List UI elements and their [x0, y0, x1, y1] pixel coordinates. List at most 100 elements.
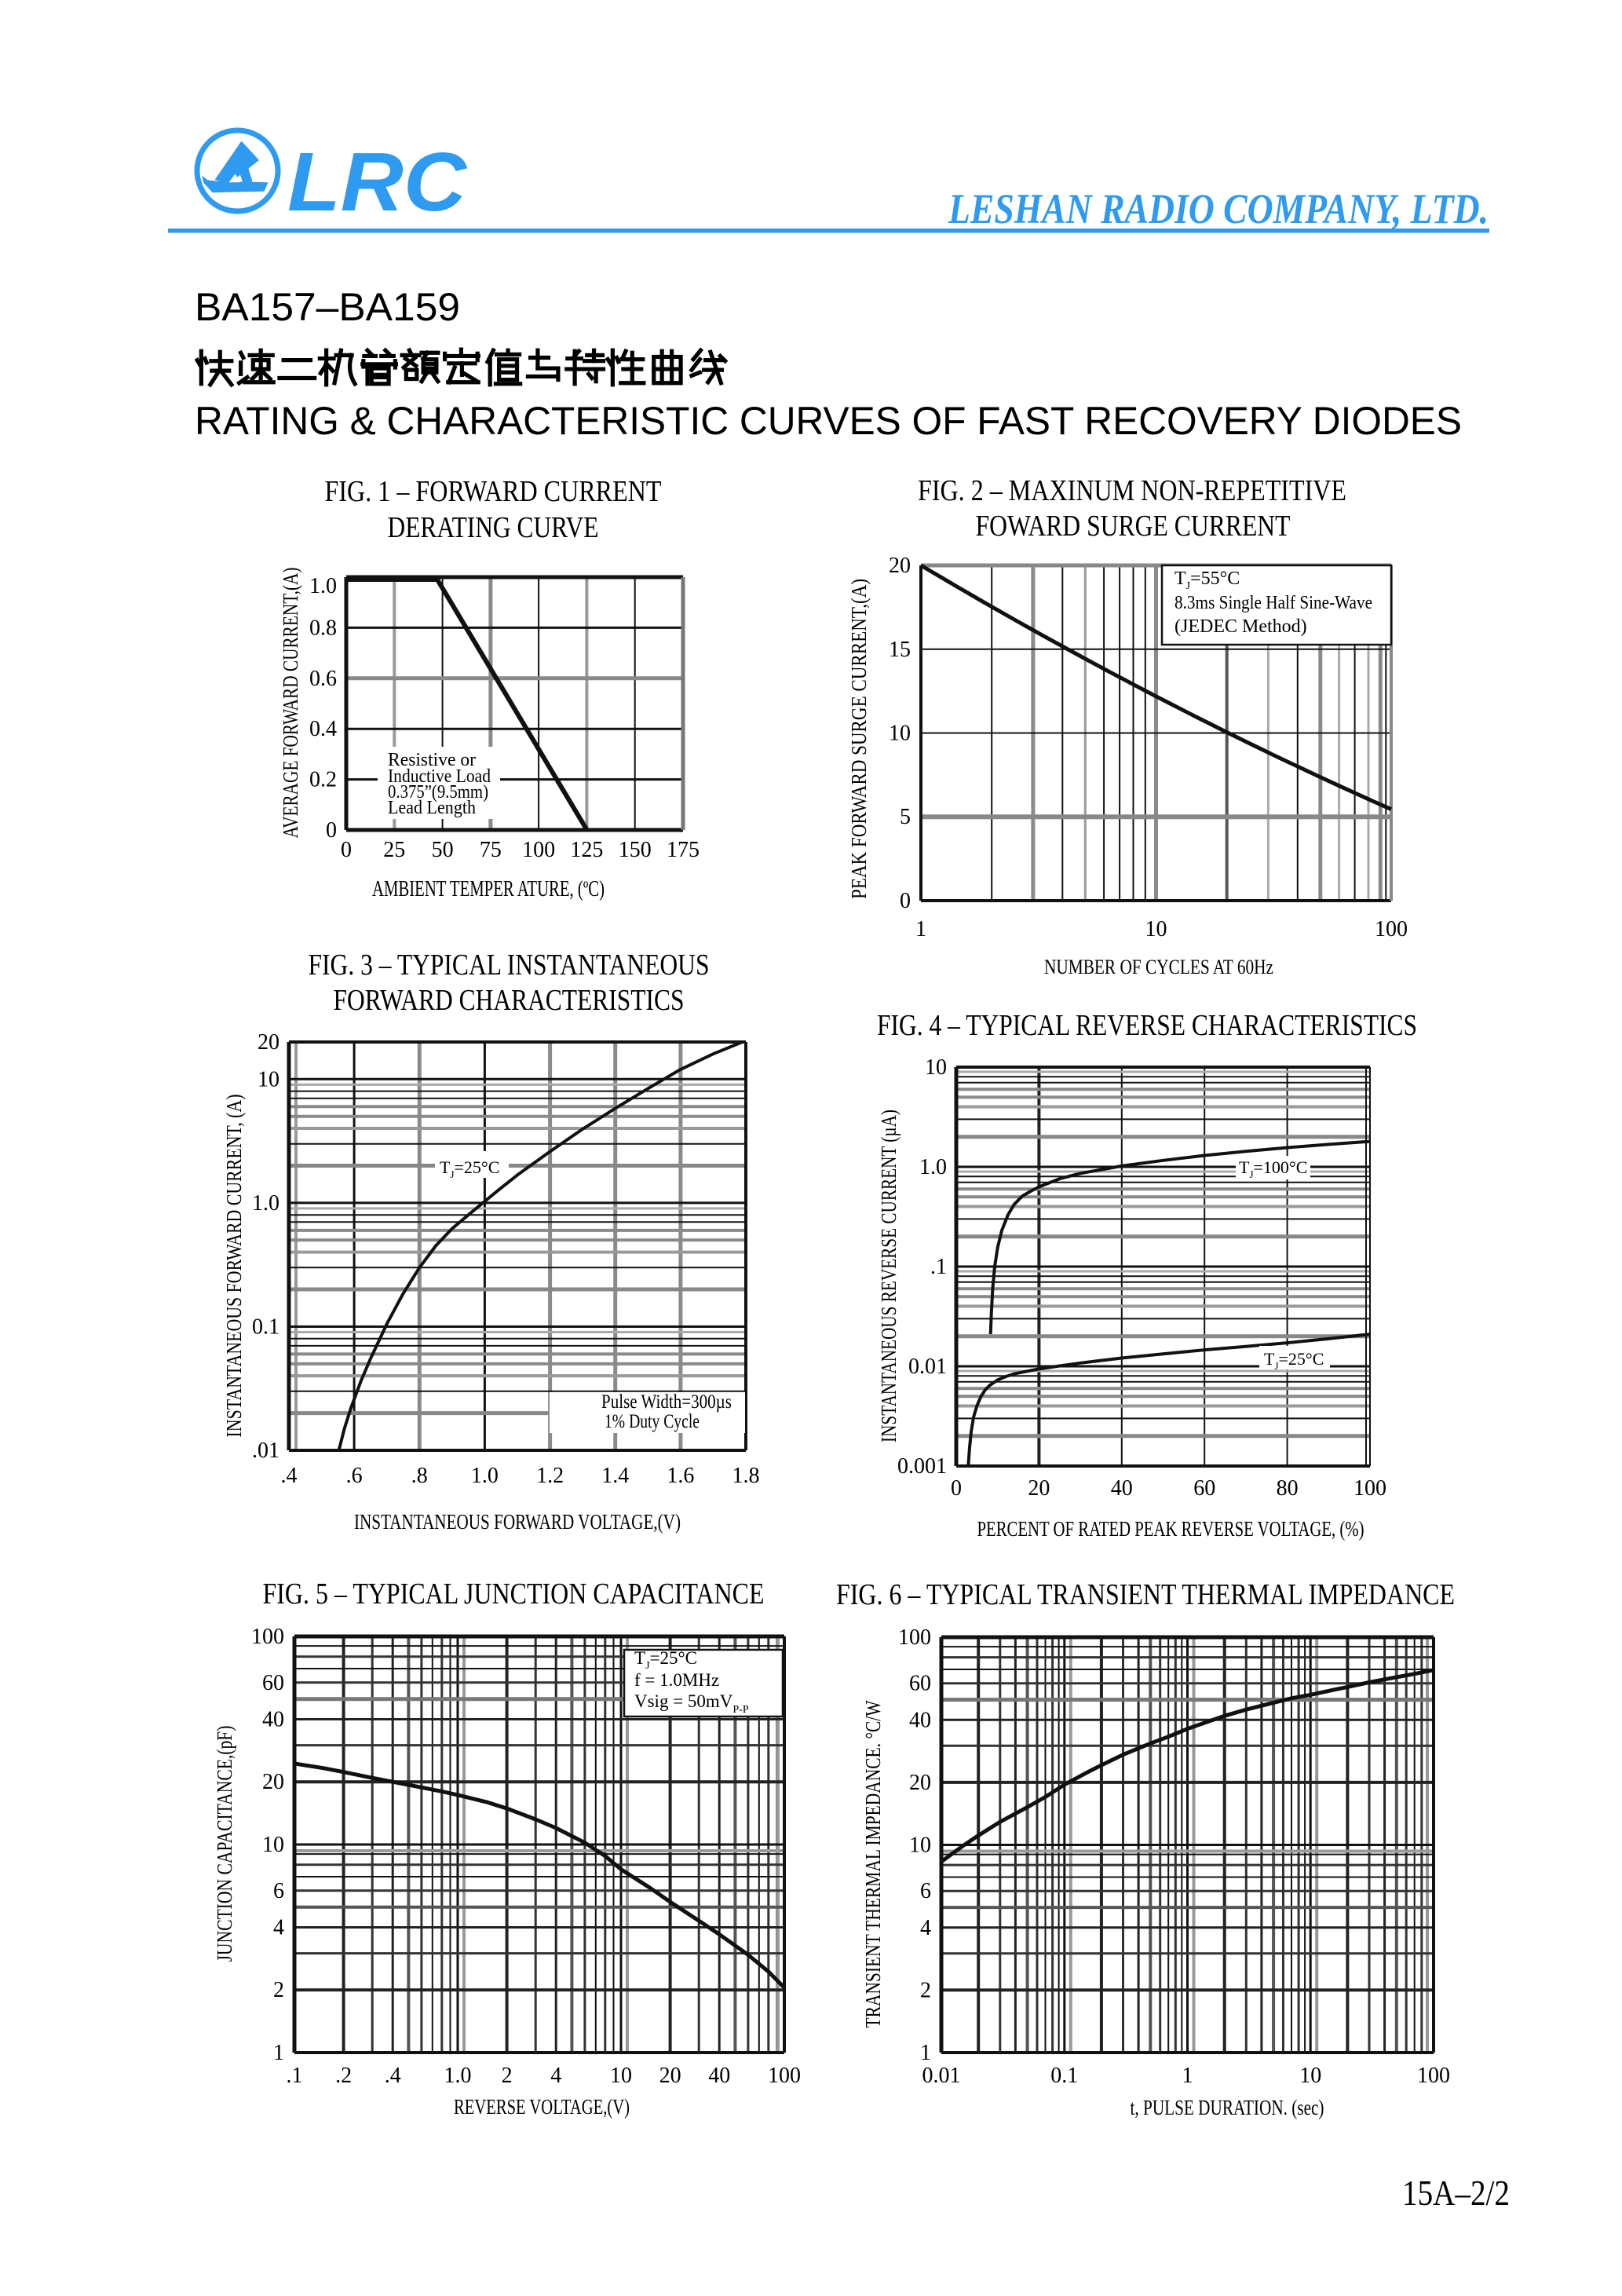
svg-text:1.4: 1.4	[601, 1464, 629, 1488]
svg-text:60: 60	[909, 1672, 931, 1696]
svg-text:150: 150	[619, 838, 652, 862]
svg-text:.8: .8	[411, 1464, 428, 1488]
svg-text:15A–2/2: 15A–2/2	[1402, 2173, 1510, 2213]
svg-text:Resistive or: Resistive or	[388, 750, 476, 770]
svg-text:0: 0	[900, 889, 911, 913]
svg-text:0.01: 0.01	[922, 2064, 961, 2088]
svg-text:50: 50	[432, 838, 454, 862]
svg-text:40: 40	[909, 1708, 931, 1732]
svg-text:LRC: LRC	[287, 136, 468, 229]
svg-text:175: 175	[667, 838, 700, 862]
svg-text:10: 10	[1145, 917, 1167, 941]
svg-text:1.0: 1.0	[444, 2064, 472, 2088]
svg-text:PERCENT OF RATED PEAK REVERSE: PERCENT OF RATED PEAK REVERSE VOLTAGE, (…	[977, 1517, 1364, 1541]
svg-text:FIG. 1 – FORWARD CURRENT: FIG. 1 – FORWARD CURRENT	[325, 475, 662, 508]
svg-text:0.1: 0.1	[1050, 2064, 1078, 2088]
svg-text:1.0: 1.0	[309, 574, 337, 598]
svg-text:40: 40	[262, 1708, 284, 1732]
svg-text:0.6: 0.6	[309, 667, 337, 691]
svg-text:0: 0	[341, 838, 352, 862]
svg-text:(JEDEC Method): (JEDEC Method)	[1174, 616, 1307, 637]
svg-text:AVERAGE FORWARD CURRENT,(A): AVERAGE FORWARD CURRENT,(A)	[279, 568, 302, 839]
svg-text:10: 10	[258, 1067, 279, 1091]
svg-text:20: 20	[889, 554, 911, 578]
svg-text:5: 5	[900, 805, 911, 829]
svg-text:100: 100	[898, 1625, 931, 1650]
svg-text:FIG. 5 – TYPICAL JUNCTION CAPA: FIG. 5 – TYPICAL JUNCTION CAPACITANCE	[263, 1578, 765, 1610]
svg-text:t, PULSE DURATION. (sec): t, PULSE DURATION. (sec)	[1131, 2096, 1324, 2119]
svg-text:f = 1.0MHz: f = 1.0MHz	[634, 1670, 719, 1690]
svg-text:.6: .6	[346, 1464, 363, 1488]
svg-text:JUNCTION CAPACITANCE,(pF): JUNCTION CAPACITANCE,(pF)	[213, 1726, 236, 1962]
svg-text:2: 2	[502, 2064, 513, 2088]
svg-text:PEAK FORWARD SURGE CURRENT,(A): PEAK FORWARD SURGE CURRENT,(A)	[847, 579, 871, 899]
svg-text:TJ=25°C: TJ=25°C	[440, 1157, 499, 1180]
svg-text:FIG. 3 – TYPICAL INSTANTANEOUS: FIG. 3 – TYPICAL INSTANTANEOUS	[309, 949, 710, 982]
svg-text:0.1: 0.1	[252, 1315, 279, 1340]
svg-text:100: 100	[768, 2064, 801, 2088]
svg-text:NUMBER OF CYCLES AT 60Hz: NUMBER OF CYCLES AT 60Hz	[1044, 956, 1273, 978]
svg-text:1.6: 1.6	[667, 1464, 694, 1488]
svg-text:0.2: 0.2	[309, 768, 337, 792]
svg-text:DERATING CURVE: DERATING CURVE	[388, 511, 599, 544]
svg-text:.01: .01	[252, 1439, 279, 1463]
svg-text:INSTANTANEOUS FORWARD CURRENT,: INSTANTANEOUS FORWARD CURRENT, (A)	[222, 1095, 246, 1438]
svg-text:.2: .2	[335, 2064, 352, 2088]
svg-text:0: 0	[951, 1476, 962, 1501]
svg-text:60: 60	[1193, 1476, 1215, 1501]
svg-text:1% Duty Cycle: 1% Duty Cycle	[605, 1411, 700, 1432]
svg-text:.4: .4	[281, 1464, 298, 1488]
svg-text:BA157–BA159: BA157–BA159	[195, 285, 460, 329]
svg-text:FIG. 2 – MAXINUM NON-REPETITIV: FIG. 2 – MAXINUM NON-REPETITIVE	[918, 474, 1346, 507]
svg-text:1: 1	[273, 2041, 284, 2065]
svg-text:40: 40	[708, 2064, 730, 2088]
svg-text:FIG. 6 – TYPICAL TRANSIENT THE: FIG. 6 – TYPICAL TRANSIENT THERMAL IMPED…	[836, 1578, 1455, 1611]
svg-text:10: 10	[610, 2064, 632, 2088]
svg-text:TRANSIENT THERMAL IMPEDANCE. °: TRANSIENT THERMAL IMPEDANCE. °C/W	[861, 1700, 885, 2027]
svg-text:0.375”(9.5mm): 0.375”(9.5mm)	[388, 782, 488, 803]
svg-text:Lead Length: Lead Length	[388, 798, 476, 818]
svg-text:100: 100	[1375, 917, 1408, 941]
svg-text:TJ=100°C: TJ=100°C	[1239, 1157, 1307, 1180]
svg-text:FOWARD SURGE CURRENT: FOWARD SURGE CURRENT	[976, 510, 1291, 543]
svg-text:Inductive Load: Inductive Load	[388, 766, 491, 787]
svg-text:.1: .1	[287, 2064, 303, 2088]
svg-text:2: 2	[920, 1978, 931, 2002]
svg-text:INSTANTANEOUS FORWARD VOLTAGE,: INSTANTANEOUS FORWARD VOLTAGE,(V)	[354, 1510, 681, 1534]
svg-text:15: 15	[889, 638, 911, 662]
svg-text:80: 80	[1277, 1476, 1299, 1501]
svg-text:1.0: 1.0	[252, 1191, 279, 1216]
svg-text:INSTANTANEOUS REVERSE CURRENT: INSTANTANEOUS REVERSE CURRENT (µA)	[877, 1110, 901, 1442]
svg-text:LESHAN RADIO COMPANY, LTD.: LESHAN RADIO COMPANY, LTD.	[948, 185, 1489, 232]
svg-text:25: 25	[383, 838, 405, 862]
svg-text:100: 100	[522, 838, 555, 862]
svg-text:20: 20	[258, 1030, 279, 1055]
svg-text:40: 40	[1111, 1476, 1133, 1501]
svg-text:6: 6	[273, 1879, 284, 1903]
svg-text:0.001: 0.001	[897, 1454, 947, 1479]
svg-text:100: 100	[1353, 1476, 1386, 1501]
svg-text:4: 4	[920, 1916, 931, 1940]
svg-text:1.2: 1.2	[536, 1464, 564, 1488]
svg-text:FIG. 4 – TYPICAL REVERSE CHARA: FIG. 4 – TYPICAL REVERSE CHARACTERISTICS	[877, 1009, 1417, 1042]
svg-text:Pulse Width=300µs: Pulse Width=300µs	[601, 1391, 732, 1413]
svg-text:100: 100	[251, 1625, 284, 1649]
svg-text:1.0: 1.0	[919, 1155, 947, 1179]
svg-text:1: 1	[1182, 2064, 1193, 2088]
svg-text:20: 20	[909, 1771, 931, 1795]
svg-text:60: 60	[262, 1671, 284, 1695]
svg-text:4: 4	[550, 2064, 561, 2088]
svg-text:100: 100	[1417, 2064, 1450, 2088]
svg-text:RATING & CHARACTERISTIC CURVES: RATING & CHARACTERISTIC CURVES OF FAST R…	[195, 399, 1462, 443]
svg-text:10: 10	[925, 1055, 947, 1080]
svg-text:1.0: 1.0	[471, 1464, 499, 1488]
svg-text:.4: .4	[385, 2064, 401, 2088]
svg-text:20: 20	[262, 1770, 284, 1794]
svg-text:20: 20	[659, 2064, 681, 2088]
svg-text:125: 125	[570, 838, 603, 862]
svg-text:10: 10	[262, 1833, 284, 1857]
svg-text:1.8: 1.8	[732, 1464, 760, 1488]
svg-text:REVERSE VOLTAGE,(V): REVERSE VOLTAGE,(V)	[454, 2095, 630, 2119]
svg-text:4: 4	[273, 1916, 284, 1940]
svg-text:TJ=25°C: TJ=25°C	[1264, 1349, 1324, 1372]
